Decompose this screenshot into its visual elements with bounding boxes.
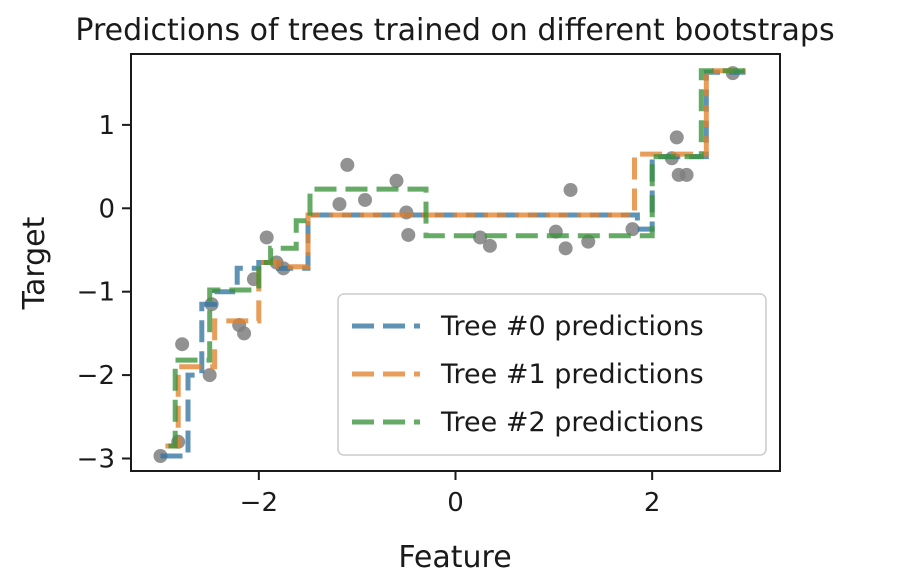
x-tick-label: −2 bbox=[240, 488, 278, 518]
y-tick-label: −1 bbox=[77, 278, 115, 308]
scatter-point bbox=[625, 222, 640, 237]
scatter-point bbox=[473, 230, 488, 245]
x-tick-label: 2 bbox=[644, 488, 661, 518]
scatter-point bbox=[259, 230, 274, 245]
scatter-point bbox=[237, 326, 252, 341]
scatter-point bbox=[558, 241, 573, 256]
scatter-point bbox=[482, 238, 497, 253]
y-tick-label: 1 bbox=[98, 111, 115, 141]
scatter-point bbox=[332, 197, 347, 212]
scatter-point bbox=[669, 130, 684, 145]
scatter-point bbox=[401, 227, 416, 242]
legend-label: Tree #2 predictions bbox=[440, 407, 704, 438]
scatter-point bbox=[563, 182, 578, 197]
y-tick-label: 0 bbox=[98, 194, 115, 224]
legend-box bbox=[337, 293, 767, 456]
chart-title: Predictions of trees trained on differen… bbox=[75, 13, 834, 48]
x-axis-label: Feature bbox=[398, 540, 511, 575]
series-line-tree-2 bbox=[168, 68, 746, 449]
scatter-point bbox=[389, 173, 404, 188]
axis-ticks: −2 0 2 −3 −2 −1 0 1 bbox=[77, 111, 661, 518]
legend: Tree #0 predictions Tree #1 predictions Tr… bbox=[337, 293, 767, 456]
scatter-point bbox=[358, 192, 373, 207]
y-axis-label: Target bbox=[17, 216, 52, 310]
plot-area bbox=[153, 66, 746, 463]
legend-label: Tree #0 predictions bbox=[440, 311, 704, 342]
scatter-point bbox=[202, 368, 217, 383]
series-line-tree-1 bbox=[165, 68, 746, 449]
x-tick-label: 0 bbox=[447, 488, 464, 518]
scatter-point bbox=[679, 167, 694, 182]
series-line-tree-0 bbox=[160, 69, 746, 459]
scatter-point bbox=[175, 337, 190, 352]
legend-label: Tree #1 predictions bbox=[440, 359, 704, 390]
y-tick-label: −3 bbox=[77, 444, 115, 474]
y-tick-label: −2 bbox=[77, 361, 115, 391]
scatter-point bbox=[340, 157, 355, 172]
